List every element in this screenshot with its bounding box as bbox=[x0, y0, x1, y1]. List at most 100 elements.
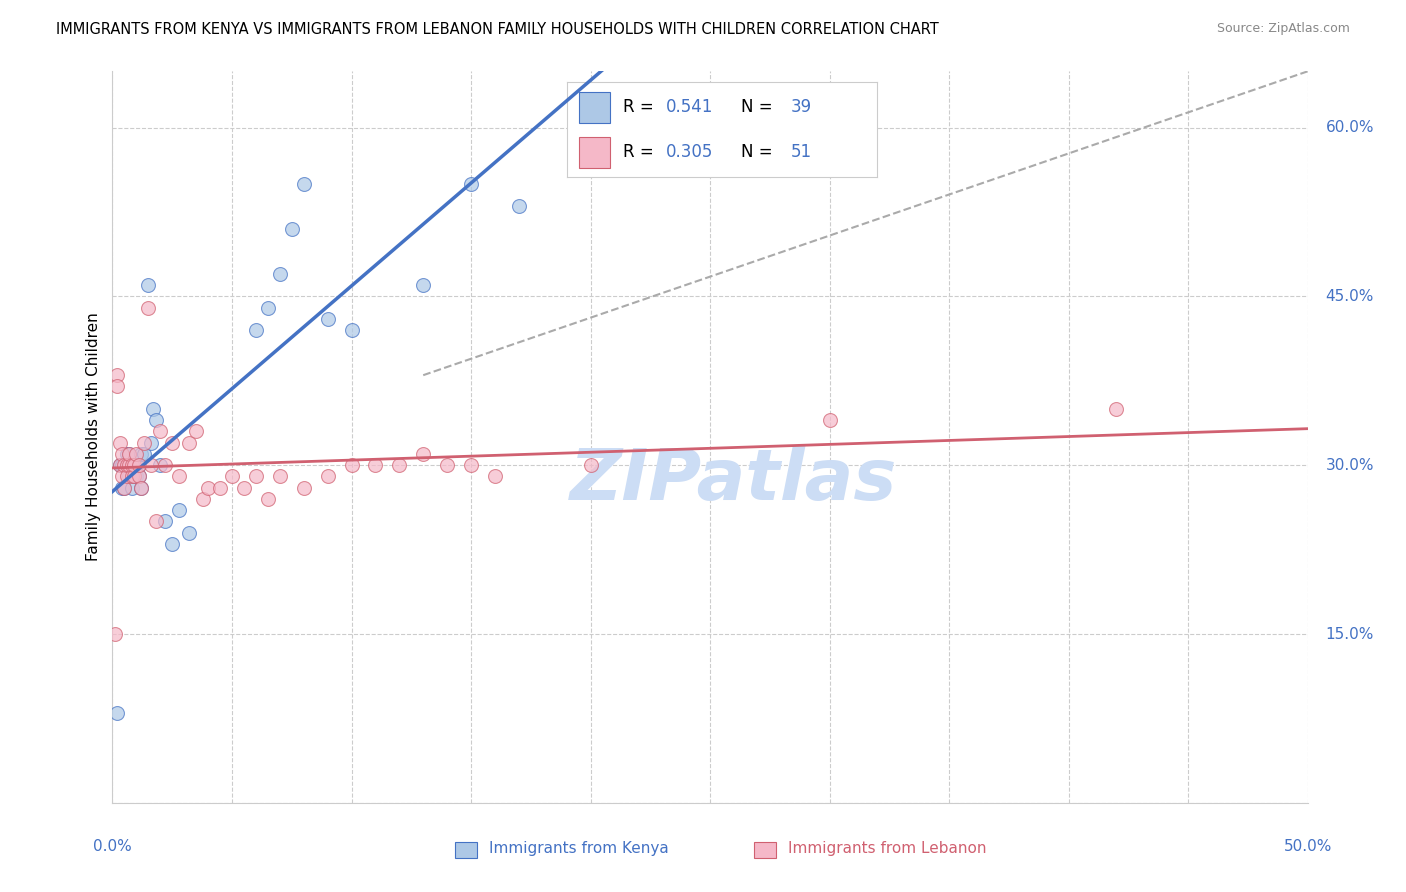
Point bbox=[149, 425, 172, 439]
Point bbox=[508, 199, 530, 213]
Point bbox=[122, 458, 145, 473]
Point bbox=[114, 458, 135, 473]
Point bbox=[153, 515, 176, 529]
Point bbox=[125, 458, 148, 473]
Point bbox=[139, 458, 162, 473]
Text: 15.0%: 15.0% bbox=[1326, 626, 1374, 641]
Point bbox=[169, 503, 191, 517]
Point bbox=[105, 379, 128, 393]
Point bbox=[579, 458, 602, 473]
Point bbox=[128, 469, 150, 483]
Point bbox=[128, 458, 150, 473]
Point bbox=[114, 481, 135, 495]
Point bbox=[221, 469, 243, 483]
Point bbox=[292, 177, 315, 191]
Point bbox=[111, 481, 134, 495]
Point bbox=[169, 469, 191, 483]
Point bbox=[257, 491, 280, 506]
Point bbox=[340, 323, 363, 337]
Point bbox=[412, 278, 434, 293]
Point bbox=[149, 458, 172, 473]
Point bbox=[484, 469, 506, 483]
Point bbox=[460, 458, 482, 473]
Point bbox=[111, 458, 134, 473]
Point bbox=[177, 435, 200, 450]
Point bbox=[145, 515, 167, 529]
Point bbox=[115, 458, 138, 473]
Point bbox=[121, 458, 143, 473]
Text: IMMIGRANTS FROM KENYA VS IMMIGRANTS FROM LEBANON FAMILY HOUSEHOLDS WITH CHILDREN: IMMIGRANTS FROM KENYA VS IMMIGRANTS FROM… bbox=[56, 22, 939, 37]
Text: 60.0%: 60.0% bbox=[1326, 120, 1374, 135]
Point bbox=[209, 481, 232, 495]
Point bbox=[129, 447, 152, 461]
Point bbox=[118, 469, 141, 483]
Point bbox=[177, 525, 200, 540]
Point bbox=[108, 435, 131, 450]
Point bbox=[193, 491, 215, 506]
Point bbox=[118, 458, 141, 473]
Point bbox=[115, 447, 138, 461]
Text: 0.0%: 0.0% bbox=[93, 839, 132, 855]
Point bbox=[245, 469, 267, 483]
Point bbox=[121, 481, 143, 495]
Point bbox=[138, 301, 160, 315]
Text: Immigrants from Lebanon: Immigrants from Lebanon bbox=[787, 841, 986, 856]
Point bbox=[818, 413, 841, 427]
Point bbox=[105, 368, 128, 383]
Y-axis label: Family Households with Children: Family Households with Children bbox=[86, 313, 101, 561]
Point bbox=[269, 469, 291, 483]
Point bbox=[129, 481, 152, 495]
Point bbox=[111, 447, 134, 461]
Point bbox=[104, 627, 127, 641]
Point bbox=[129, 481, 152, 495]
Point bbox=[162, 537, 183, 551]
Point bbox=[139, 435, 162, 450]
Point bbox=[197, 481, 219, 495]
Text: 50.0%: 50.0% bbox=[1284, 839, 1331, 855]
Point bbox=[162, 435, 183, 450]
Point bbox=[121, 458, 143, 473]
Point bbox=[364, 458, 387, 473]
FancyBboxPatch shape bbox=[754, 841, 776, 858]
Point bbox=[316, 469, 339, 483]
Point bbox=[233, 481, 256, 495]
Point bbox=[114, 481, 135, 495]
Point bbox=[257, 301, 280, 315]
Point bbox=[118, 447, 141, 461]
Point bbox=[460, 177, 482, 191]
Point bbox=[118, 447, 141, 461]
Point bbox=[436, 458, 458, 473]
Point bbox=[186, 425, 208, 439]
Point bbox=[1105, 401, 1128, 416]
Text: 30.0%: 30.0% bbox=[1326, 458, 1374, 473]
Point bbox=[125, 447, 148, 461]
Text: Source: ZipAtlas.com: Source: ZipAtlas.com bbox=[1216, 22, 1350, 36]
Point bbox=[122, 469, 145, 483]
Point bbox=[108, 458, 131, 473]
Point bbox=[269, 267, 291, 281]
Point bbox=[132, 447, 155, 461]
Point bbox=[125, 469, 148, 483]
Point bbox=[316, 312, 339, 326]
Point bbox=[388, 458, 411, 473]
Point bbox=[105, 706, 128, 720]
Point bbox=[153, 458, 176, 473]
FancyBboxPatch shape bbox=[456, 841, 477, 858]
Point bbox=[115, 469, 138, 483]
Text: Immigrants from Kenya: Immigrants from Kenya bbox=[489, 841, 669, 856]
Point bbox=[281, 222, 304, 236]
Point bbox=[340, 458, 363, 473]
Text: 45.0%: 45.0% bbox=[1326, 289, 1374, 304]
Point bbox=[108, 458, 131, 473]
Point bbox=[122, 469, 145, 483]
Point bbox=[128, 469, 150, 483]
Point bbox=[138, 278, 160, 293]
Point bbox=[245, 323, 267, 337]
Point bbox=[412, 447, 434, 461]
Point bbox=[115, 458, 138, 473]
Point bbox=[292, 481, 315, 495]
Text: ZIPatlas: ZIPatlas bbox=[571, 447, 897, 516]
Point bbox=[114, 458, 135, 473]
Point bbox=[121, 469, 143, 483]
Point bbox=[128, 458, 150, 473]
